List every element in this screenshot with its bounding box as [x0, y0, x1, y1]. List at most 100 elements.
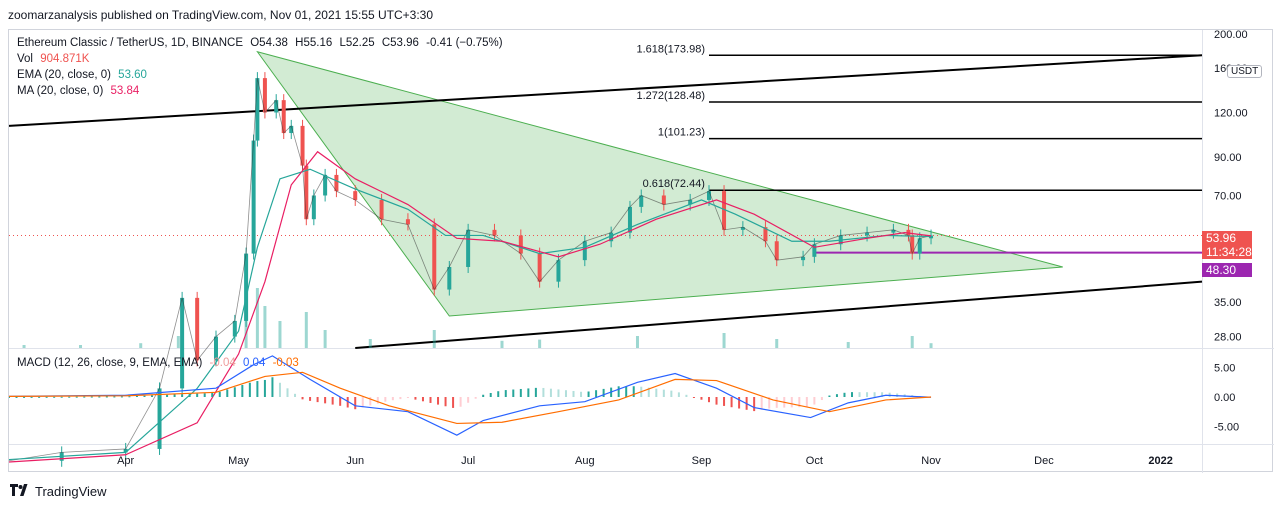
macd-histogram-bar	[805, 397, 808, 407]
tradingview-brand: TradingView	[35, 484, 107, 499]
ma-legend: MA (20, close, 0) 53.84	[17, 84, 139, 98]
volume-bar	[929, 343, 933, 348]
tradingview-mark-icon	[10, 484, 30, 499]
macd-histogram-bar	[181, 394, 184, 397]
macd-histogram-bar	[38, 396, 41, 398]
macd-histogram-bar	[632, 386, 635, 397]
macd-histogram-bar	[226, 389, 229, 397]
macd-signal-value: -0.03	[272, 357, 299, 369]
candle-body	[627, 206, 632, 233]
candle-body	[722, 191, 727, 230]
macd-histogram-bar	[617, 386, 620, 397]
macd-histogram-bar	[151, 395, 154, 397]
macd-histogram-bar	[828, 395, 831, 397]
macd-line	[9, 355, 932, 436]
candle-body	[763, 227, 768, 242]
macd-histogram-bar	[866, 392, 869, 397]
time-tick-label: 2022	[1148, 455, 1172, 467]
candle-body	[706, 191, 711, 200]
volume-bar	[176, 336, 180, 348]
macd-histogram-bar	[760, 397, 763, 410]
macd-histogram-bar	[452, 397, 455, 408]
macd-histogram-bar	[376, 397, 379, 404]
volume-label: Vol	[17, 53, 33, 65]
macd-histogram-bar	[775, 397, 778, 408]
macd-histogram-bar	[218, 391, 221, 397]
volume-legend: Vol 904.871K	[17, 52, 89, 66]
macd-legend: MACD (12, 26, close, 9, EMA, EMA) -0.04 …	[17, 356, 299, 370]
tradingview-logo[interactable]: TradingView	[10, 484, 107, 499]
candle-body	[661, 195, 666, 205]
time-tick-label: Nov	[921, 455, 941, 467]
macd-histogram-bar	[813, 397, 816, 405]
open-value: O54.38	[250, 37, 288, 49]
macd-histogram-bar	[294, 393, 297, 397]
volume-bar	[304, 312, 308, 348]
macd-histogram-bar	[45, 396, 48, 398]
macd-label: MACD (12, 26, close, 9, EMA, EMA)	[17, 357, 203, 369]
macd-histogram-bar	[662, 389, 665, 397]
lower-trendline	[355, 280, 1203, 349]
macd-histogram-bar	[519, 388, 522, 397]
macd-histogram-bar	[211, 393, 214, 397]
macd-histogram-bar	[75, 396, 78, 398]
macd-histogram-bar	[572, 390, 575, 397]
macd-histogram-bar	[429, 397, 432, 403]
candle-body	[281, 100, 286, 134]
macd-histogram-bar	[482, 394, 485, 397]
candle-body	[353, 191, 358, 200]
candle-body	[180, 297, 185, 389]
volume-bar	[722, 333, 726, 348]
currency-button[interactable]: USDT	[1227, 65, 1263, 78]
time-tick-label: Dec	[1034, 455, 1054, 467]
close-price-line	[9, 78, 932, 462]
fib-level-label: 1.618(173.98)	[636, 43, 705, 55]
chart-frame[interactable]: 1.618(173.98) 1.272(128.48) 1(101.23) 0.618…	[8, 29, 1274, 473]
candle-body	[232, 320, 237, 337]
macd-histogram-bar	[670, 390, 673, 397]
price-tick-label: 35.00	[1214, 297, 1242, 309]
candle-body	[910, 235, 915, 254]
macd-histogram-bar	[738, 397, 741, 409]
macd-tick-label: -5.00	[1214, 421, 1239, 433]
macd-histogram-bar	[203, 393, 206, 397]
macd-histogram-bar	[504, 390, 507, 397]
volume-bar	[432, 330, 436, 348]
candle-body	[379, 199, 384, 220]
macd-histogram-bar	[406, 397, 409, 398]
price-chart[interactable]: 1.618(173.98) 1.272(128.48) 1(101.23) 0.618…	[9, 30, 1274, 473]
volume-bar	[368, 339, 372, 348]
macd-histogram-bar	[346, 397, 349, 408]
price-tick-label: 120.00	[1214, 107, 1248, 119]
volume-bar	[500, 340, 504, 348]
ema-label: EMA (20, close, 0)	[17, 69, 111, 81]
macd-histogram-bar	[15, 396, 18, 398]
level-price-tag: 48.30	[1202, 263, 1252, 277]
macd-histogram-bar	[474, 397, 477, 399]
macd-histogram-bar	[790, 397, 793, 408]
volume-bar	[635, 336, 639, 348]
time-tick-label: Jun	[346, 455, 364, 467]
macd-histogram-bar	[467, 397, 470, 403]
macd-histogram-bar	[542, 387, 545, 397]
macd-histogram-bar	[256, 381, 259, 397]
time-tick-label: Apr	[117, 455, 134, 467]
macd-histogram-bar	[421, 397, 424, 402]
macd-histogram-bar	[534, 387, 537, 397]
macd-histogram-bar	[60, 396, 63, 398]
macd-histogram-bar	[700, 397, 703, 400]
macd-histogram-bar	[595, 390, 598, 397]
macd-histogram-bar	[361, 397, 364, 408]
macd-histogram-bar	[158, 395, 161, 397]
triangle-pattern	[256, 50, 1063, 317]
macd-histogram-bar	[120, 396, 123, 398]
macd-histogram-bar	[233, 387, 236, 397]
candle-body	[639, 195, 644, 207]
candle-body	[289, 125, 294, 134]
macd-histogram-bar	[143, 395, 146, 397]
macd-histogram-bar	[753, 397, 756, 412]
candle-body	[556, 260, 561, 282]
macd-histogram-bar	[128, 396, 131, 398]
last-price-tag: 53.96	[1202, 231, 1252, 245]
macd-histogram-bar	[843, 392, 846, 397]
